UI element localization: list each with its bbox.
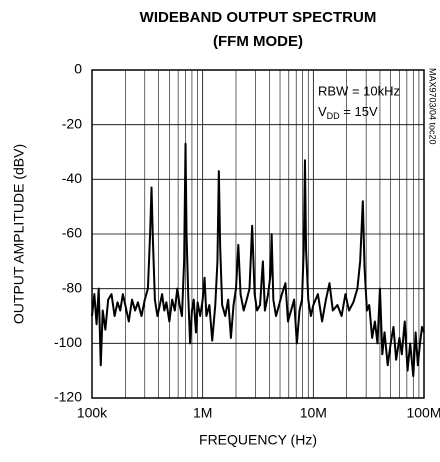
chart-subtitle: (FFM MODE): [213, 33, 303, 50]
y-tick-label: -80: [62, 279, 82, 295]
plot-frame: [91, 69, 425, 399]
x-tick-label: 10M: [300, 405, 327, 421]
y-tick-label: -60: [62, 225, 82, 241]
annotation-sub: DD: [327, 111, 340, 121]
y-tick-label: -40: [62, 170, 82, 186]
x-tick-label: 1M: [193, 405, 212, 421]
x-axis-label: FREQUENCY (Hz): [199, 432, 317, 448]
annotation: RBW = 10kHz: [318, 83, 400, 98]
series-line: [91, 142, 425, 378]
x-tick-label: 100M: [406, 405, 440, 421]
y-tick-label: -120: [54, 389, 82, 405]
annotation: VDD = 15V: [318, 104, 378, 121]
y-tick-label: 0: [74, 61, 82, 77]
annotation-part: = 15V: [340, 104, 378, 119]
x-tick-label: 100k: [77, 405, 108, 421]
y-axis-label: OUTPUT AMPLITUDE (dBV): [11, 144, 27, 324]
figure-code: MAX9703/04 toc20: [428, 68, 438, 145]
y-tick-label: -100: [54, 334, 82, 350]
y-tick-label: -20: [62, 115, 82, 131]
chart-title: WIDEBAND OUTPUT SPECTRUM: [140, 9, 377, 26]
annotation-part: V: [318, 104, 327, 119]
